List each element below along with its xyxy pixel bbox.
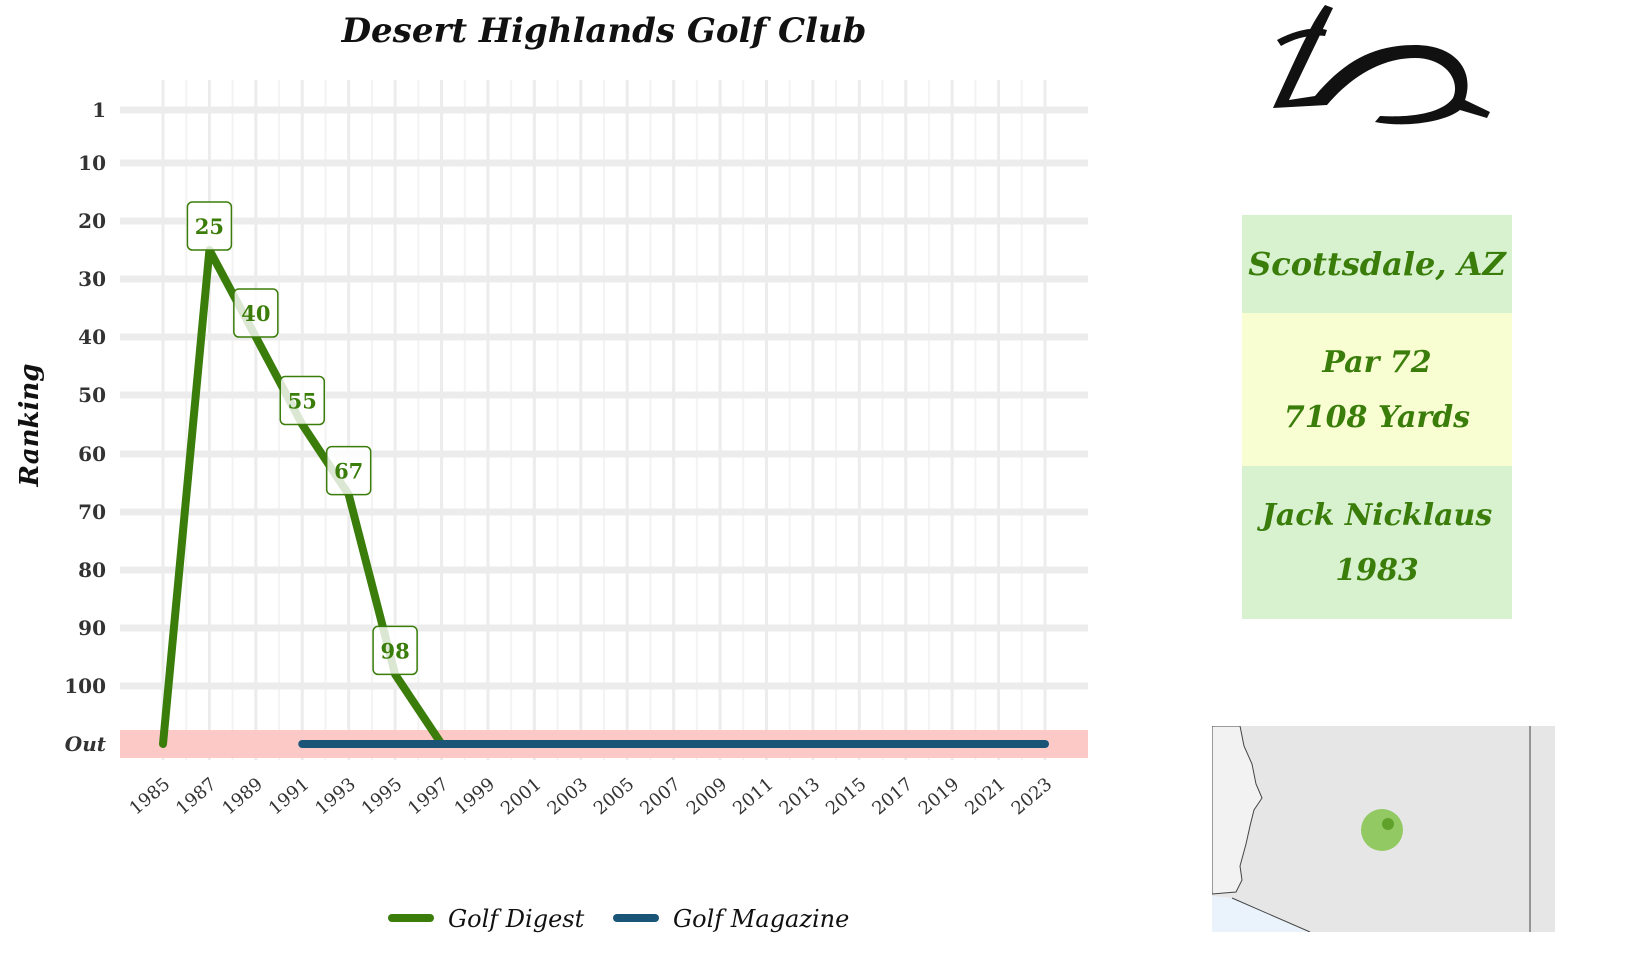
y-tick-label: 100 bbox=[64, 674, 106, 698]
y-tick-label: 1 bbox=[92, 98, 106, 122]
y-tick-label: 40 bbox=[78, 325, 106, 349]
y-tick-label: Out bbox=[65, 732, 107, 756]
data-label-layer: 25 40 55 67 98 bbox=[186, 201, 418, 676]
location-text: Scottsdale, AZ bbox=[1248, 245, 1506, 283]
chart-title: Desert Highlands Golf Club bbox=[341, 11, 867, 51]
x-tick-label: 2007 bbox=[636, 774, 685, 820]
par-yards-box: Par 72 7108 Yards bbox=[1242, 313, 1512, 466]
y-tick-label: 70 bbox=[78, 500, 106, 524]
legend-label: Golf Magazine bbox=[673, 905, 849, 933]
yards-text: 7108 Yards bbox=[1283, 399, 1471, 435]
ranking-chart: 25 40 55 67 98 1 10 20 30 40 50 60 70 80 90 100 Out 1985… bbox=[15, 11, 1088, 933]
y-tick-label: 90 bbox=[78, 616, 106, 640]
x-tick-label: 1999 bbox=[451, 774, 500, 820]
x-tick-label: 1991 bbox=[265, 774, 314, 820]
year-built-text: 1983 bbox=[1335, 552, 1419, 588]
data-label-box bbox=[372, 625, 418, 676]
y-tick-label: 50 bbox=[78, 383, 106, 407]
x-tick-label: 2015 bbox=[822, 774, 871, 820]
x-tick-label: 2013 bbox=[776, 774, 825, 820]
x-tick-label: 1989 bbox=[218, 774, 267, 820]
grid-layer bbox=[120, 80, 1088, 760]
x-tick-label: 2017 bbox=[868, 774, 917, 820]
legend-label: Golf Digest bbox=[448, 905, 585, 933]
x-tick-label: 2001 bbox=[497, 774, 546, 820]
data-label-box bbox=[233, 288, 279, 338]
x-tick-label: 2019 bbox=[915, 774, 964, 820]
data-label: 40 bbox=[241, 301, 270, 326]
x-tick-label: 1987 bbox=[172, 774, 221, 820]
architect-text: Jack Nicklaus bbox=[1261, 497, 1493, 533]
y-tick-label: 60 bbox=[78, 442, 106, 466]
y-tick-label: 30 bbox=[78, 267, 106, 291]
architect-box: Jack Nicklaus 1983 bbox=[1242, 466, 1512, 619]
location-box: Scottsdale, AZ bbox=[1242, 215, 1512, 313]
x-tick-label: 2009 bbox=[683, 774, 732, 820]
x-tick-label: 1997 bbox=[404, 774, 453, 820]
x-tick-label: 2005 bbox=[590, 774, 639, 820]
y-tick-label: 10 bbox=[78, 151, 106, 175]
legend: Golf Digest Golf Magazine bbox=[388, 905, 849, 933]
data-label: 67 bbox=[334, 459, 363, 484]
y-tick-label: 80 bbox=[78, 558, 106, 582]
par-text: Par 72 bbox=[1322, 344, 1432, 380]
data-label: 55 bbox=[288, 389, 317, 414]
data-label-box bbox=[279, 375, 326, 426]
data-label: 25 bbox=[195, 214, 224, 239]
x-tick-label: 2023 bbox=[1008, 774, 1057, 820]
x-tick-label: 1993 bbox=[311, 774, 360, 820]
x-tick-label: 2003 bbox=[543, 774, 592, 820]
y-tick-label: 20 bbox=[78, 209, 106, 233]
arizona-locator-map-icon bbox=[1211, 725, 1555, 933]
data-label-box bbox=[325, 445, 372, 496]
y-axis-label: Ranking bbox=[15, 364, 45, 488]
x-tick-label: 1995 bbox=[358, 774, 407, 820]
x-tick-label: 2011 bbox=[729, 774, 778, 820]
data-label-box bbox=[186, 201, 233, 251]
data-label: 98 bbox=[380, 638, 409, 663]
x-tick-label: 2021 bbox=[961, 774, 1010, 820]
x-tick-label: 1985 bbox=[126, 774, 175, 820]
desert-highlands-logo-icon bbox=[1255, 0, 1495, 140]
